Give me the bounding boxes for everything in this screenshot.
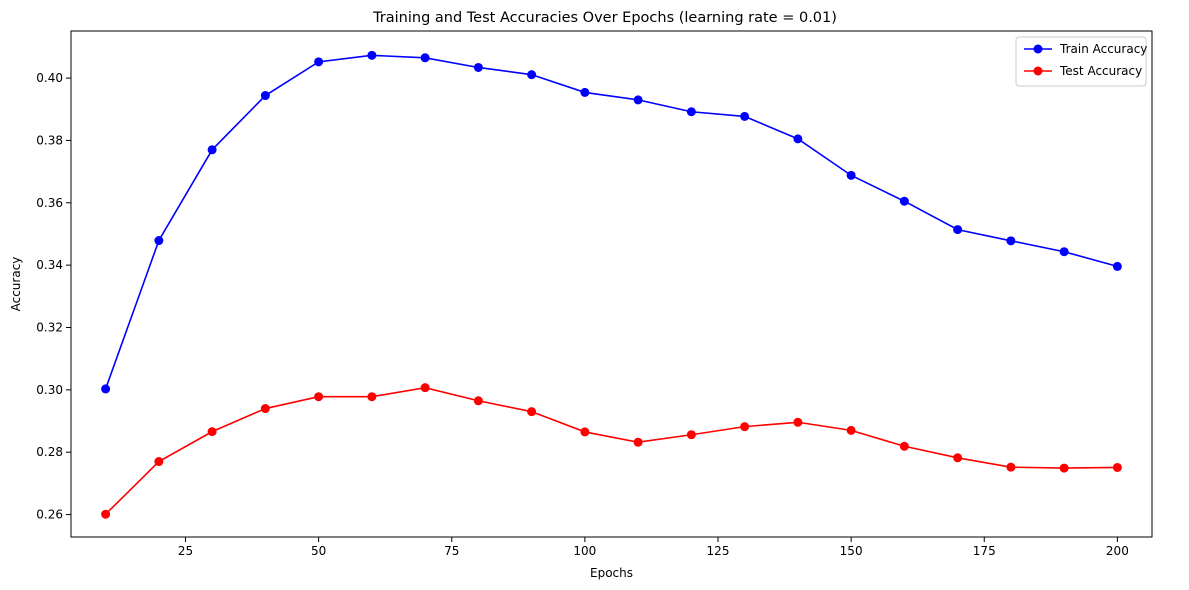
data-point [953,225,963,235]
x-tick-label: 75 [444,544,459,558]
x-tick-label: 25 [178,544,193,558]
data-point [367,392,377,402]
data-point [473,62,483,72]
y-tick-label: 0.32 [36,320,63,334]
y-tick-label: 0.28 [36,445,63,459]
data-point [633,95,643,105]
legend-item: Test Accuracy [1024,64,1142,78]
data-point [686,107,696,117]
data-point [207,145,217,155]
data-point [686,430,696,440]
legend-swatch-marker [1033,44,1043,54]
data-point [580,427,590,437]
data-point [260,91,270,101]
data-point [101,384,111,394]
y-tick-label: 0.36 [36,196,63,210]
data-point [793,134,803,144]
data-point [846,170,856,180]
data-point [314,392,324,402]
data-point [101,509,111,519]
y-axis-ticks: 0.26 0.28 0.30 0.32 0.34 0.36 0.38 0.40 [36,71,71,522]
chart-title: Training and Test Accuracies Over Epochs… [372,10,837,26]
data-point [314,57,324,67]
legend-label: Test Accuracy [1059,64,1142,78]
x-tick-label: 175 [973,544,996,558]
legend-swatch-marker [1033,66,1043,76]
x-axis-ticks: 25 50 75 100 125 150 175 200 [178,537,1129,558]
x-tick-label: 200 [1106,544,1129,558]
data-point [899,441,909,451]
legend: Train Accuracy Test Accuracy [1015,36,1147,87]
data-point [260,404,270,414]
data-point [527,70,537,80]
data-point [846,425,856,435]
x-tick-label: 50 [311,544,326,558]
data-point [899,196,909,206]
y-tick-label: 0.38 [36,133,63,147]
data-point [154,236,164,246]
data-point [793,417,803,427]
legend-item: Train Accuracy [1024,42,1147,56]
data-point [740,422,750,432]
data-point [527,407,537,417]
y-tick-label: 0.40 [36,71,63,85]
data-point [580,87,590,97]
data-point [207,427,217,437]
data-point [1059,247,1069,257]
series-line [104,54,1118,390]
data-point [420,53,430,63]
x-tick-label: 150 [840,544,863,558]
y-axis-title: Accuracy [9,257,23,312]
x-axis-title: Epochs [590,566,633,580]
data-point [154,457,164,467]
y-tick-label: 0.34 [36,258,63,272]
series-test [101,383,1122,519]
data-point [1006,236,1016,246]
series-layer [101,50,1122,519]
data-point [1006,462,1016,472]
data-point [740,111,750,121]
y-tick-label: 0.30 [36,383,63,397]
x-tick-label: 125 [707,544,730,558]
data-point [1059,463,1069,473]
data-point [420,383,430,393]
x-tick-label: 100 [573,544,596,558]
series-line [105,386,1118,515]
series-train [101,50,1122,394]
data-point [1112,261,1122,271]
y-tick-label: 0.26 [36,508,63,522]
legend-label: Train Accuracy [1059,42,1147,56]
data-point [953,453,963,463]
data-point [1112,462,1122,472]
plot-frame [70,30,1153,538]
data-point [367,50,377,60]
data-point [473,396,483,406]
data-point [633,437,643,447]
